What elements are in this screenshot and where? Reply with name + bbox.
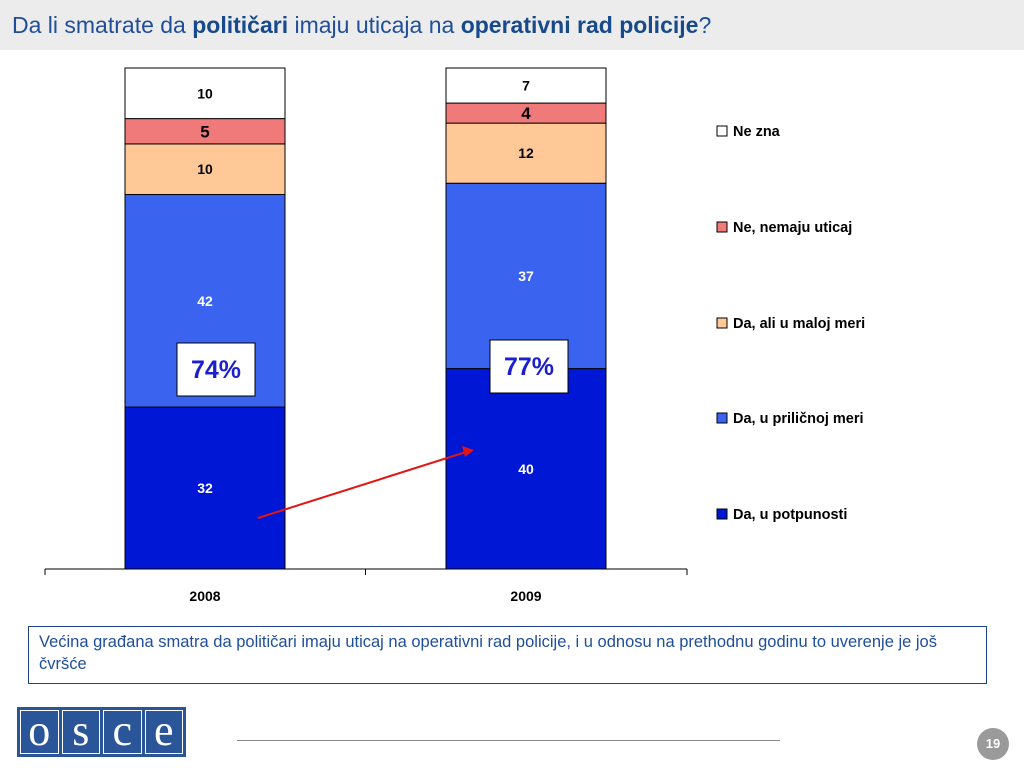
legend-swatch-ne-nemaju-uticaj: [716, 221, 728, 233]
page-title: Da li smatrate da političari imaju utica…: [12, 12, 711, 39]
legend-swatch-da-u-potpunosti: [716, 508, 728, 520]
data-label: 10: [197, 85, 213, 101]
logo-letter-e: e: [144, 709, 183, 754]
logo-letter-c: c: [103, 709, 142, 754]
legend-swatch-da-u-prilicnoj-meri: [716, 412, 728, 424]
trend-arrow-head: [462, 446, 474, 457]
title-part-3: ?: [698, 12, 712, 38]
x-tick-label: 2008: [189, 588, 220, 604]
logo-letter-s: s: [61, 709, 100, 754]
data-label: 40: [518, 461, 534, 477]
data-label: 32: [197, 480, 213, 496]
legend-label-da-u-potpunosti: Da, u potpunosti: [733, 507, 847, 523]
legend-label-ne-zna: Ne zna: [733, 124, 781, 140]
title-part-2: imaju uticaja na: [288, 12, 461, 38]
x-tick-label: 2009: [510, 588, 541, 604]
bar-segment-2008-ne-zna: [124, 67, 286, 120]
legend-label-da-ali-u-maloj-meri: Da, ali u maloj meri: [733, 316, 865, 332]
callout-box: [489, 339, 569, 394]
stacked-bar-chart: 32 42 10 5 10 40 37 12 4 7 2008 2009 74% 77% Ne zna Ne,…: [44, 67, 865, 604]
title-emphasis-2: operativni rad policije: [460, 12, 699, 38]
data-label: 4: [521, 104, 531, 123]
data-label: 37: [518, 268, 534, 284]
bar-segment-2009-da-ali-u-maloj-meri: [445, 122, 607, 184]
title-part-1: Da li smatrate da: [12, 12, 193, 38]
legend-label-da-u-prilicnoj-meri: Da, u priličnoj meri: [733, 411, 864, 427]
bar-segment-2008-da-u-potpunosti: [124, 406, 286, 570]
data-label: 12: [518, 145, 534, 161]
legend-swatch-da-ali-u-maloj-meri: [716, 317, 728, 329]
data-label: 42: [197, 293, 213, 309]
title-emphasis-1: političari: [192, 12, 289, 38]
logo-letter-o: o: [20, 709, 59, 754]
bar-segment-2009-da-u-potpunosti: [445, 368, 607, 570]
data-label: 7: [522, 78, 530, 94]
legend-label-ne-nemaju-uticaj: Ne, nemaju uticaj: [733, 220, 852, 236]
page-number: 19: [985, 736, 1001, 751]
page-number-badge: 19: [977, 728, 1009, 760]
osce-logo: o s c e: [17, 707, 186, 757]
footer-divider: [237, 740, 780, 741]
data-label: 5: [200, 122, 209, 141]
callout-label: 74%: [191, 356, 241, 384]
data-label: 10: [197, 161, 213, 177]
trend-arrow-line: [257, 451, 467, 519]
bar-segment-2009-ne-zna: [445, 67, 607, 104]
callout-box: [176, 342, 256, 397]
bar-segment-2008-da-ali-u-maloj-meri: [124, 143, 286, 196]
legend-swatch-ne-zna: [716, 125, 728, 137]
summary-text: Većina građana smatra da političari imaj…: [39, 633, 937, 673]
title-bar: Da li smatrate da političari imaju utica…: [0, 0, 1024, 50]
callout-label: 77%: [504, 353, 554, 381]
summary-box: Većina građana smatra da političari imaj…: [28, 626, 987, 684]
